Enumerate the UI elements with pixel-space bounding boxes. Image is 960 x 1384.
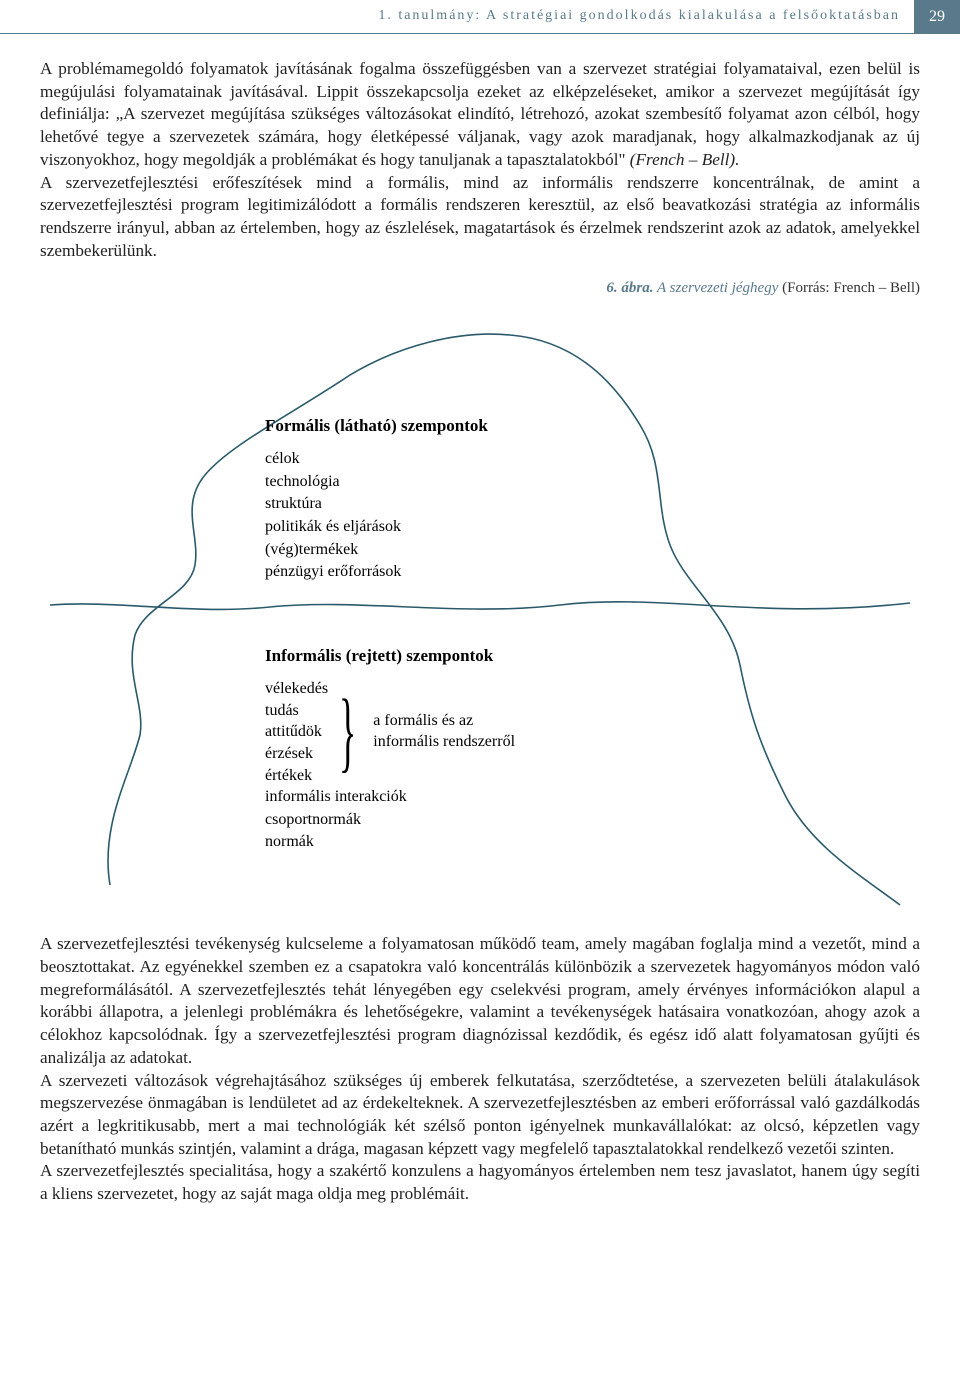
brace-icon: }: [339, 705, 356, 759]
page-header: 1. tanulmány: A stratégiai gondolkodás k…: [0, 0, 960, 34]
informal-brace-item: vélekedés: [265, 678, 328, 700]
page-number: 29: [914, 0, 960, 33]
formal-item: pénzügyi erőforrások: [265, 561, 488, 583]
informal-brace-item: érzések: [265, 743, 328, 765]
informal-item: csoportnormák: [265, 809, 515, 831]
brace-group: vélekedés tudás attitűdök érzések értéke…: [265, 678, 515, 786]
body-text-lower: A szervezetfejlesztési tevékenység kulcs…: [40, 933, 920, 1205]
page-content: A problémamegoldó folyamatok javításának…: [0, 34, 960, 1206]
formal-title: Formális (látható) szempontok: [265, 415, 488, 438]
formal-item: technológia: [265, 471, 488, 493]
informal-brace-item: attitűdök: [265, 721, 328, 743]
brace-right-line2: informális rendszerről: [373, 732, 515, 753]
paragraph-3: A szervezetfejlesztési tevékenység kulcs…: [40, 933, 920, 1069]
paragraph-1-citation: (French – Bell).: [630, 150, 740, 169]
paragraph-2: A szervezetfejlesztési erőfeszítések min…: [40, 172, 920, 263]
formal-item: struktúra: [265, 493, 488, 515]
formal-list: célok technológia struktúra politikák és…: [265, 448, 488, 583]
caption-label: 6. ábra.: [606, 280, 653, 296]
brace-right-text: a formális és az informális rendszerről: [373, 711, 515, 753]
informal-title: Informális (rejtett) szempontok: [265, 645, 515, 668]
paragraph-4: A szervezeti változások végrehajtásához …: [40, 1070, 920, 1161]
iceberg-figure: Formális (látható) szempontok célok tech…: [40, 305, 920, 915]
informal-item: informális interakciók: [265, 786, 515, 808]
paragraph-1: A problémamegoldó folyamatok javításának…: [40, 59, 920, 169]
formal-item: (vég)termékek: [265, 539, 488, 561]
formal-item: politikák és eljárások: [265, 516, 488, 538]
brace-right-line1: a formális és az: [373, 711, 515, 732]
paragraph-5: A szervezetfejlesztés specialitása, hogy…: [40, 1160, 920, 1205]
caption-source: (Forrás: French – Bell): [778, 280, 920, 296]
informal-item: normák: [265, 831, 515, 853]
informal-block: Informális (rejtett) szempontok vélekedé…: [265, 645, 515, 854]
informal-extra-list: informális interakciók csoportnormák nor…: [265, 786, 515, 853]
figure-caption: 6. ábra. A szervezeti jéghegy (Forrás: F…: [40, 280, 920, 297]
informal-brace-item: tudás: [265, 700, 328, 722]
body-text-upper: A problémamegoldó folyamatok javításának…: [40, 58, 920, 262]
header-title: 1. tanulmány: A stratégiai gondolkodás k…: [378, 0, 914, 33]
informal-brace-item: értékek: [265, 765, 328, 787]
brace-left-list: vélekedés tudás attitűdök érzések értéke…: [265, 678, 328, 786]
caption-title: A szervezeti jéghegy: [657, 280, 778, 296]
formal-item: célok: [265, 448, 488, 470]
formal-block: Formális (látható) szempontok célok tech…: [265, 415, 488, 584]
waterline: [50, 602, 910, 610]
